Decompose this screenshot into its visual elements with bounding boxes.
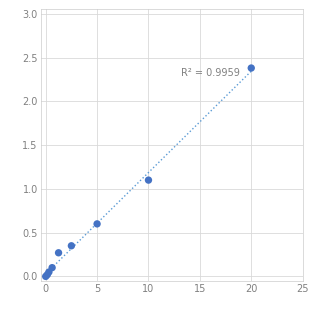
Point: [45, 272, 50, 277]
Point: [50, 265, 55, 270]
Text: R² = 0.9959: R² = 0.9959: [181, 68, 240, 78]
Point: [56, 250, 61, 255]
Point: [249, 66, 254, 71]
Point: [43, 274, 48, 279]
Point: [69, 243, 74, 248]
Point: [146, 178, 151, 183]
Point: [46, 270, 51, 275]
Point: [95, 222, 100, 227]
